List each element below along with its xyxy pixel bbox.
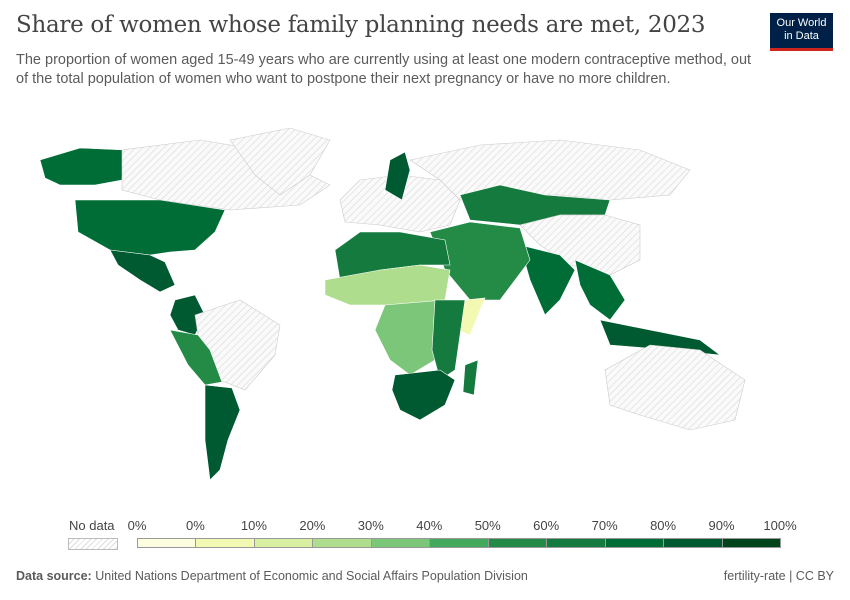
legend-tick-label: 0% (186, 518, 205, 533)
country-region-scandinavia[interactable] (384, 151, 411, 201)
country-region-indonesia[interactable] (599, 319, 722, 356)
legend-no-data-swatch (68, 538, 118, 550)
legend-tick-label: 80% (650, 518, 677, 533)
legend-tick-label: 10% (240, 518, 267, 533)
data-source: Data source: United Nations Department o… (16, 569, 528, 583)
country-region-argentina[interactable] (204, 384, 241, 481)
country-region-madagascar[interactable] (462, 359, 479, 396)
legend-bin[interactable] (487, 538, 548, 548)
legend-bin[interactable] (137, 538, 197, 548)
legend-tick-label: 20% (299, 518, 326, 533)
logo-line1: Our World (776, 17, 827, 29)
logo-line2: in Data (784, 30, 819, 42)
country-region-western-europe[interactable] (339, 174, 461, 233)
source-text: United Nations Department of Economic an… (95, 569, 528, 583)
country-region-mexico[interactable] (109, 249, 176, 293)
legend-bin[interactable] (721, 538, 781, 548)
country-region-alaska-united-states[interactable] (39, 147, 126, 186)
country-region-india[interactable] (519, 244, 576, 316)
country-region-china[interactable] (519, 214, 641, 276)
legend-bin[interactable] (312, 538, 372, 548)
legend-tick-label: 40% (416, 518, 443, 533)
legend-tick-label: 60% (533, 518, 560, 533)
country-region-greenland[interactable] (229, 127, 331, 196)
world-map[interactable] (0, 110, 850, 510)
legend-tick-label: 100% (763, 518, 797, 533)
chart-subtitle: The proportion of women aged 15-49 years… (16, 52, 752, 87)
country-region-russia[interactable] (409, 139, 691, 201)
legend-tick-label: 50% (474, 518, 501, 533)
license[interactable]: fertility-rate | CC BY (723, 569, 834, 583)
country-region-east-africa[interactable] (431, 299, 466, 381)
legend-bin[interactable] (253, 538, 314, 548)
chart-title: Share of women whose family planning nee… (16, 12, 706, 38)
legend-bin[interactable] (604, 538, 665, 548)
country-region-united-states[interactable] (74, 199, 226, 256)
legend-bin[interactable] (195, 538, 255, 548)
legend-bin[interactable] (370, 538, 431, 548)
legend-tick-label: 70% (591, 518, 618, 533)
country-region-australia[interactable] (604, 344, 746, 431)
legend-tick-label: 0% (127, 518, 147, 533)
legend-tick-label: 30% (357, 518, 384, 533)
country-region-peru-bolivia[interactable] (169, 329, 223, 386)
country-region-southeast-asia[interactable] (574, 259, 626, 321)
country-region-southern-africa[interactable] (391, 369, 456, 421)
legend-tick-label: 90% (708, 518, 735, 533)
legend-bin[interactable] (546, 538, 606, 548)
legend-bin[interactable] (663, 538, 723, 548)
owid-logo[interactable]: Our World in Data (770, 13, 833, 51)
legend-bin[interactable] (429, 538, 489, 548)
source-label: Data source: (16, 569, 92, 583)
legend-no-data-label: No data (69, 518, 115, 533)
